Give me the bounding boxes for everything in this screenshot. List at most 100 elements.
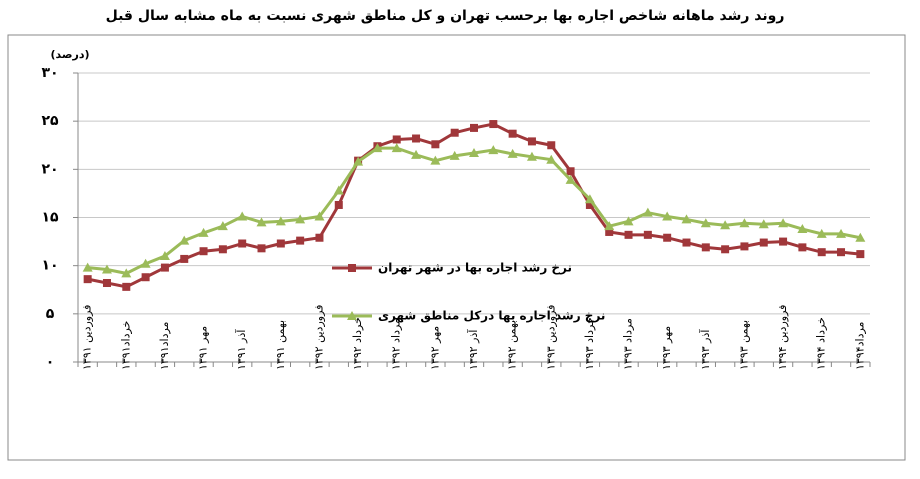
x-tick-label: فروردین ۱۳۹۳ xyxy=(544,305,557,370)
marker xyxy=(855,232,866,242)
marker xyxy=(663,233,672,242)
marker xyxy=(662,211,673,221)
marker xyxy=(798,243,807,252)
marker xyxy=(430,155,441,165)
x-tick-label: خرداد۱۳۹۱ xyxy=(119,321,132,370)
y-axis-label: (درصد) xyxy=(50,48,89,61)
marker xyxy=(347,311,357,320)
marker xyxy=(82,262,93,272)
x-tick-label: آذر ۱۳۹۱ xyxy=(234,329,248,370)
marker xyxy=(642,207,653,217)
chart-title: روند رشد ماهانه شاخص اجاره بها برحسب تهر… xyxy=(106,8,785,24)
marker xyxy=(778,218,789,228)
marker xyxy=(547,141,556,150)
x-tick-label: مرداد۱۳۹۴ xyxy=(853,321,866,370)
marker xyxy=(584,194,595,204)
marker xyxy=(333,185,344,195)
marker xyxy=(412,134,421,143)
marker xyxy=(334,200,343,209)
marker xyxy=(180,254,189,263)
marker xyxy=(160,263,169,272)
marker xyxy=(837,248,846,257)
x-tick-label: بهمن ۱۳۹۱ xyxy=(274,320,287,370)
x-tick-label: مهر ۱۳۹۱ xyxy=(197,326,210,370)
y-tick-label: ۰ xyxy=(46,354,55,370)
marker xyxy=(102,279,111,288)
legend-label: نرخ رشد اجاره بها درکل مناطق شهری xyxy=(378,309,605,323)
marker xyxy=(624,230,633,239)
marker xyxy=(121,268,132,278)
x-tick-label: خرداد ۱۳۹۴ xyxy=(815,317,828,370)
marker xyxy=(566,167,575,176)
marker xyxy=(159,251,170,261)
marker xyxy=(392,135,401,144)
marker xyxy=(700,218,711,228)
marker xyxy=(179,235,190,245)
marker xyxy=(411,149,422,159)
x-tick-label: مرداد۱۳۹۱ xyxy=(158,321,171,370)
marker xyxy=(353,156,364,166)
marker xyxy=(314,211,325,221)
marker xyxy=(140,258,151,268)
marker xyxy=(218,245,227,254)
marker xyxy=(527,137,536,146)
marker xyxy=(101,264,112,274)
marker xyxy=(295,214,306,224)
marker xyxy=(488,145,499,155)
marker xyxy=(797,224,808,234)
marker xyxy=(315,233,324,242)
marker xyxy=(469,147,479,157)
marker xyxy=(372,143,383,153)
marker xyxy=(605,227,614,236)
x-tick-label: مرداد ۱۳۹۲ xyxy=(390,318,403,370)
y-tick-label: ۵ xyxy=(46,306,55,322)
marker xyxy=(779,237,788,246)
x-tick-label: بهمن ۱۳۹۳ xyxy=(737,320,750,370)
marker xyxy=(275,216,286,226)
y-tick-label: ۲۵ xyxy=(41,113,59,129)
chart-frame xyxy=(7,34,906,461)
marker xyxy=(237,211,248,221)
marker xyxy=(817,248,826,257)
marker xyxy=(759,238,768,247)
marker xyxy=(450,128,459,137)
marker xyxy=(391,143,402,153)
marker xyxy=(604,221,615,231)
marker xyxy=(721,245,730,254)
marker xyxy=(526,151,537,161)
marker xyxy=(198,227,209,237)
marker xyxy=(836,228,847,238)
marker xyxy=(682,238,691,247)
marker xyxy=(681,214,692,224)
marker xyxy=(816,228,827,238)
y-tick-label: ۱۵ xyxy=(41,210,59,226)
marker xyxy=(141,273,150,282)
marker xyxy=(701,243,710,252)
y-tick-label: ۳۰ xyxy=(41,65,58,81)
legend-label: نرخ رشد اجاره بها در شهر تهران xyxy=(378,261,572,275)
marker xyxy=(508,129,517,138)
y-tick-label: ۲۰ xyxy=(41,161,58,177)
marker xyxy=(546,154,557,164)
marker xyxy=(739,218,750,228)
marker xyxy=(217,221,228,231)
marker xyxy=(643,230,652,239)
marker xyxy=(507,148,518,158)
marker xyxy=(565,174,576,184)
y-tick-label: ۱۰ xyxy=(41,258,58,274)
marker xyxy=(489,120,498,129)
marker xyxy=(758,219,769,229)
marker xyxy=(431,140,440,149)
marker xyxy=(856,250,865,259)
marker xyxy=(238,239,247,248)
marker xyxy=(256,217,267,227)
marker xyxy=(740,242,749,251)
x-tick-label: فروردین ۱۳۹۲ xyxy=(312,305,325,370)
marker xyxy=(83,275,92,284)
x-tick-label: فروردین ۱۳۹۴ xyxy=(776,305,789,370)
x-tick-label: خرداد ۱۳۹۳ xyxy=(583,317,596,370)
x-tick-label: آذر ۱۳۹۲ xyxy=(466,329,480,370)
marker xyxy=(348,264,356,272)
